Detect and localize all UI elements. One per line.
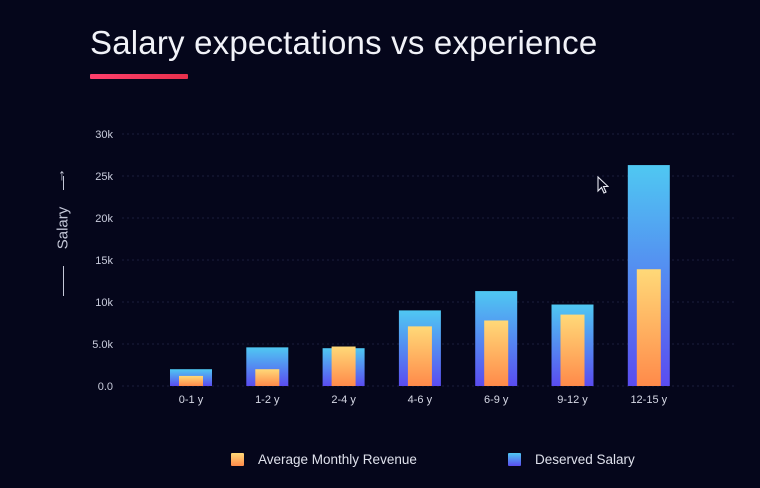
bar-chart: 0.0 5.0k 10k 15k 20k 25k 30k 0-1 y 1-2 y 2-4 y 4-… — [92, 129, 734, 406]
legend-swatch-revenue — [231, 453, 244, 466]
bar-average-monthly-revenue[interactable] — [560, 314, 585, 386]
legend: Average Monthly Revenue Deserved Salary — [0, 452, 760, 472]
chart-title: Salary expectations vs experience — [90, 24, 598, 61]
x-tick-label: 2-4 y — [331, 394, 356, 406]
mouse-cursor-icon — [597, 176, 609, 194]
bar-average-monthly-revenue[interactable] — [636, 269, 661, 386]
y-tick-label: 15k — [95, 255, 113, 267]
legend-item-salary[interactable]: Deserved Salary — [508, 452, 635, 467]
y-axis-arrow-line — [63, 176, 64, 190]
x-axis-ticks: 0-1 y 1-2 y 2-4 y 4-6 y 6-9 y 9-12 y 12-15 y — [179, 394, 668, 406]
bar-average-monthly-revenue[interactable] — [484, 320, 509, 386]
bar-average-monthly-revenue[interactable] — [331, 346, 356, 386]
arrow-up-icon: ↑ — [58, 167, 66, 184]
bar-average-monthly-revenue[interactable] — [179, 375, 203, 386]
bar-average-monthly-revenue[interactable] — [255, 369, 280, 386]
y-tick-label: 30k — [95, 129, 113, 141]
x-tick-label: 6-9 y — [484, 394, 509, 406]
legend-swatch-salary — [508, 453, 521, 466]
x-tick-label: 12-15 y — [630, 394, 667, 406]
legend-label-salary: Deserved Salary — [535, 452, 635, 467]
y-tick-label: 25k — [95, 171, 113, 183]
legend-item-revenue[interactable]: Average Monthly Revenue — [231, 452, 417, 467]
title-underline — [90, 74, 188, 79]
x-tick-label: 9-12 y — [557, 394, 588, 406]
y-axis-label-line — [63, 266, 64, 296]
y-axis-ticks: 0.0 5.0k 10k 15k 20k 25k 30k — [92, 129, 113, 393]
x-tick-label: 0-1 y — [179, 394, 204, 406]
y-tick-label: 20k — [95, 213, 113, 225]
bars — [170, 165, 670, 386]
legend-label-revenue: Average Monthly Revenue — [258, 452, 417, 467]
x-tick-label: 4-6 y — [408, 394, 433, 406]
y-tick-label: 0.0 — [98, 381, 113, 393]
y-tick-label: 5.0k — [92, 339, 113, 351]
x-tick-label: 1-2 y — [255, 394, 280, 406]
y-tick-label: 10k — [95, 297, 113, 309]
bar-average-monthly-revenue[interactable] — [407, 326, 432, 386]
